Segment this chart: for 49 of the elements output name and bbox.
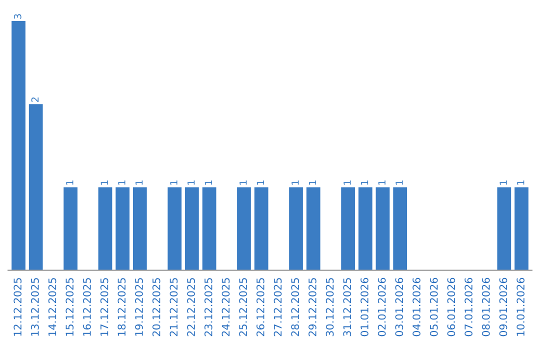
x-tick-label: 26.12.2025 <box>256 278 264 336</box>
x-tick-label: 01.01.2026 <box>360 278 368 336</box>
x-tick-label: 09.01.2026 <box>499 278 508 336</box>
x-tick-label: 19.12.2025 <box>135 278 143 336</box>
x-tick-label: 27.12.2025 <box>274 278 282 336</box>
x-tick-label: 04.01.2026 <box>412 278 420 336</box>
x-tick-label: 20.12.2025 <box>152 278 160 336</box>
data-label: 2 <box>31 97 39 102</box>
x-tick-label: 22.12.2025 <box>187 278 195 336</box>
x-tick-label: 30.12.2025 <box>326 278 334 336</box>
data-label: 1 <box>308 180 316 185</box>
data-label: 1 <box>292 180 299 185</box>
data-label: 1 <box>500 180 507 185</box>
data-label: 3 <box>14 14 22 19</box>
data-label: 1 <box>378 180 386 185</box>
data-label: 1 <box>240 180 247 185</box>
x-tick-label: 31.12.2025 <box>343 278 352 336</box>
data-label: 1 <box>188 180 195 185</box>
x-tick-label: 18.12.2025 <box>118 278 126 336</box>
x-tick-label: 28.12.2025 <box>291 278 300 336</box>
x-tick-label: 13.12.2025 <box>30 278 39 336</box>
x-tick-label: 16.12.2025 <box>83 278 91 336</box>
data-label: 1 <box>204 180 212 185</box>
x-tick-label: 21.12.2025 <box>170 278 178 336</box>
x-tick-label: 02.01.2026 <box>378 278 386 336</box>
data-label: 1 <box>100 180 108 185</box>
data-label: 1 <box>118 180 126 185</box>
data-label: 1 <box>136 180 143 185</box>
x-tick-label: 14.12.2025 <box>48 278 56 336</box>
x-tick-label: 12.12.2025 <box>14 278 22 336</box>
data-label: 1 <box>170 180 178 185</box>
x-tick-label: 25.12.2025 <box>239 278 248 336</box>
x-tick-label: 24.12.2025 <box>222 278 230 336</box>
x-tick-label: 05.01.2026 <box>430 278 438 336</box>
x-tick-label: 03.01.2026 <box>395 278 404 336</box>
x-tick-label: 06.01.2026 <box>447 278 456 336</box>
x-tick-label: 15.12.2025 <box>66 278 74 336</box>
data-label: 1 <box>256 180 264 185</box>
x-tick-label: 29.12.2025 <box>308 278 316 336</box>
data-label: 1 <box>396 180 403 185</box>
x-tick-label: 07.01.2026 <box>464 278 472 336</box>
data-label: 1 <box>344 180 351 185</box>
x-tick-label: 08.01.2026 <box>482 278 490 336</box>
data-label: 1 <box>517 180 524 185</box>
data-label: 1 <box>360 180 368 185</box>
x-tick-label: 17.12.2025 <box>100 278 108 336</box>
x-tick-label: 23.12.2025 <box>204 278 212 336</box>
x-tick-label: 10.01.2026 <box>516 278 525 336</box>
data-label: 1 <box>66 180 74 185</box>
